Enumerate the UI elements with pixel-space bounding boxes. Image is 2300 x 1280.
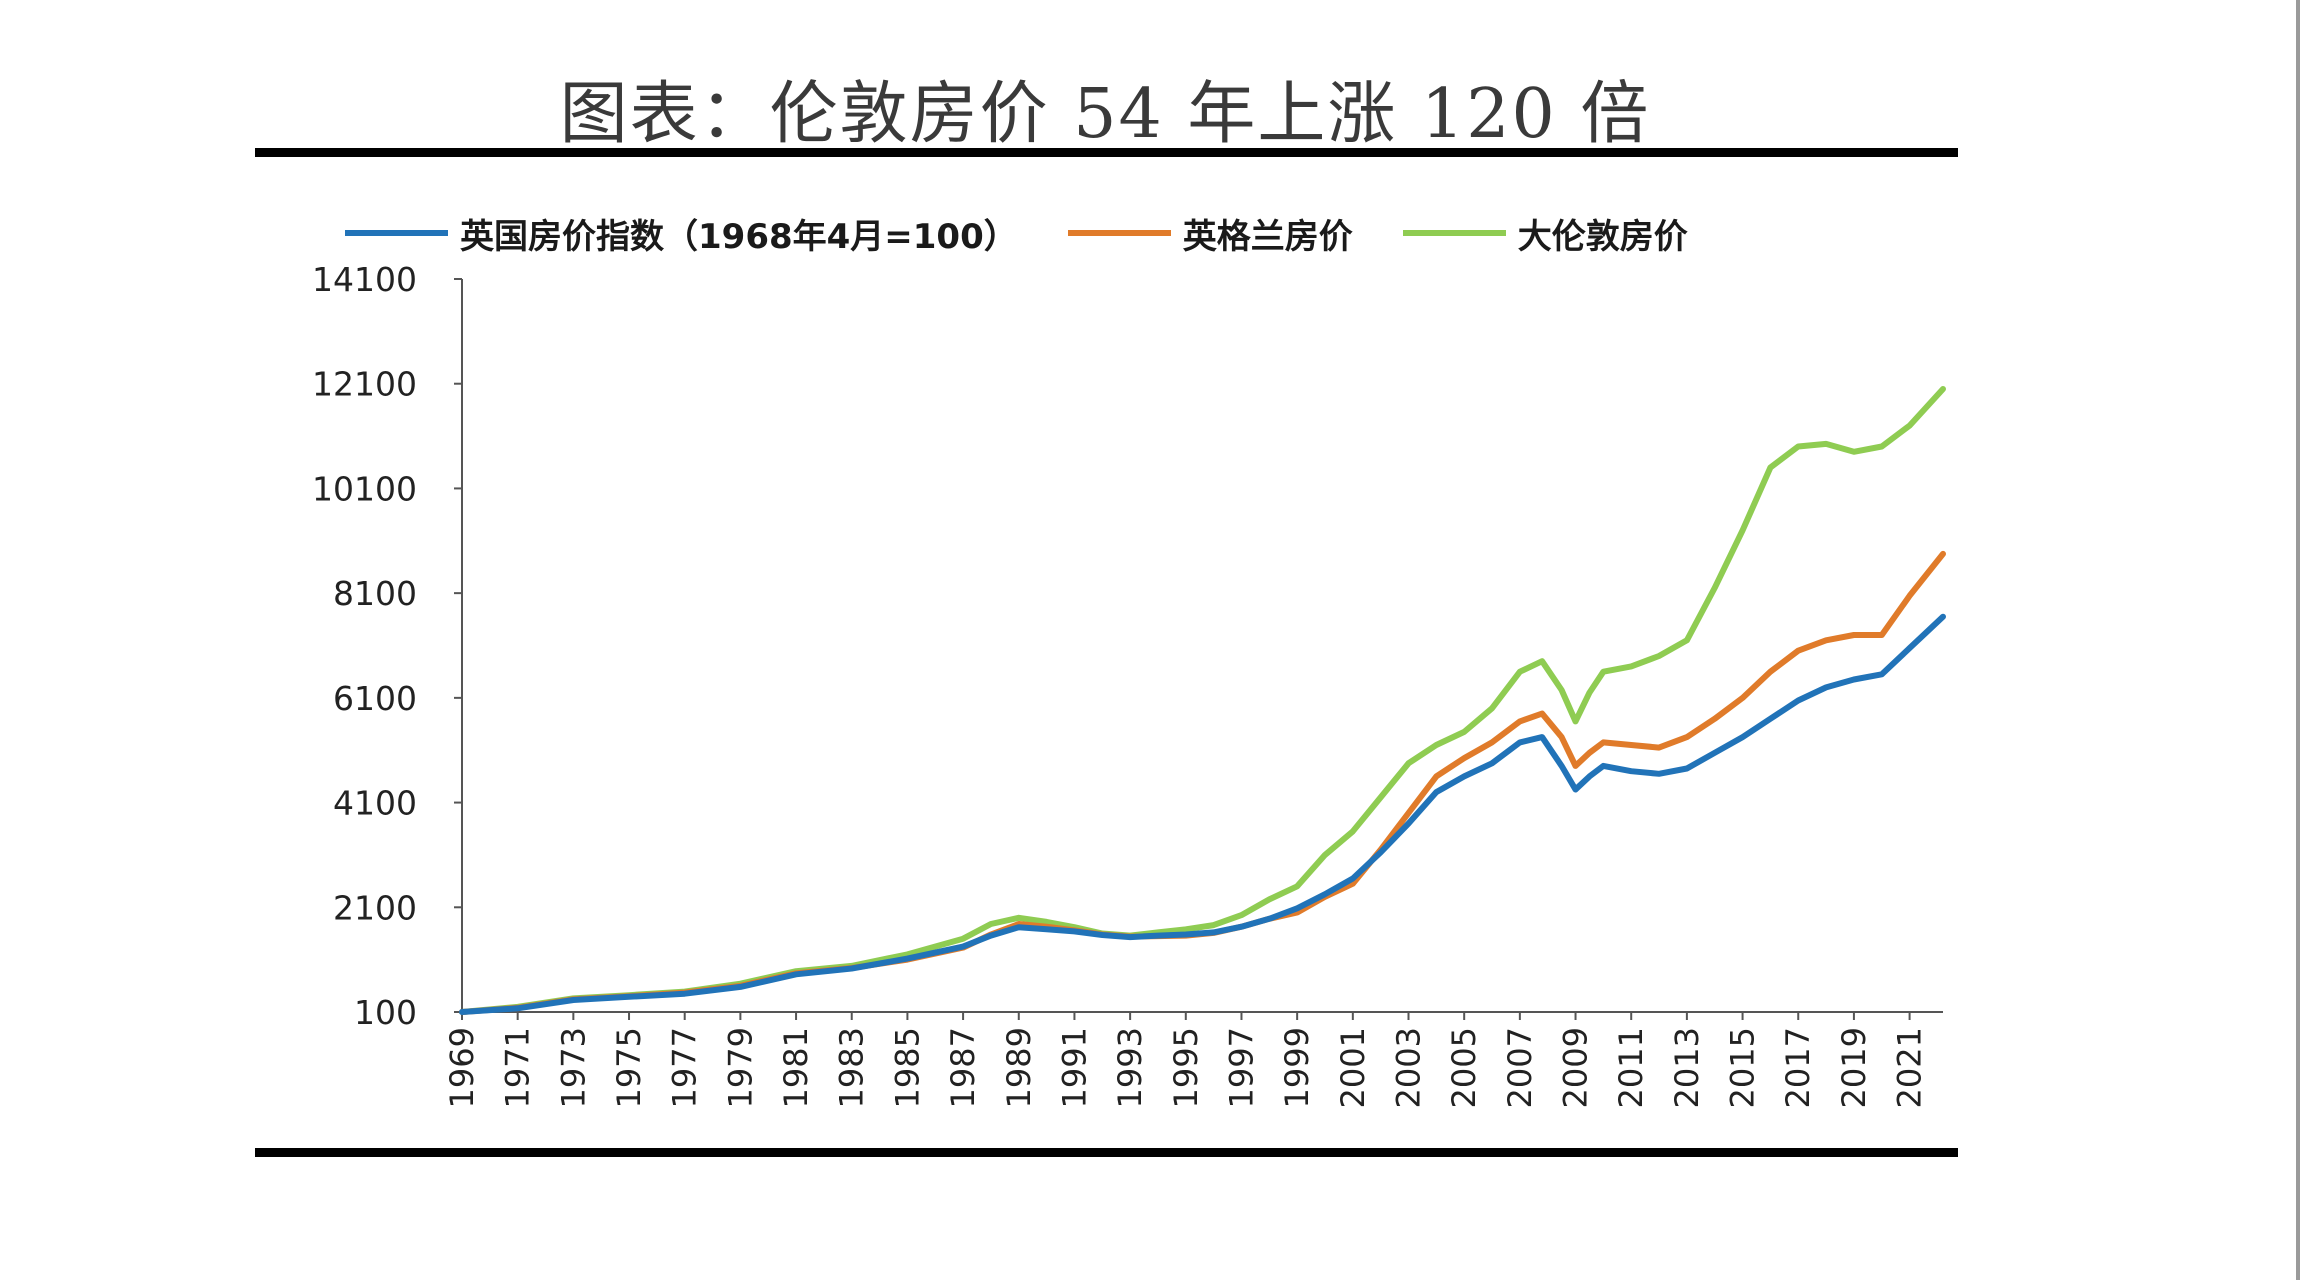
series-line-0 [459,613,1946,1015]
x-tick-label: 1981 [777,1027,815,1108]
legend-swatch-london [1402,230,1506,236]
x-tick-label: 2005 [1445,1027,1483,1108]
legend-label-uk: 英国房价指数（1968年4月=100） [460,216,1018,257]
x-tick-label: 1987 [944,1027,982,1108]
legend-label-england: 英格兰房价 [1182,216,1353,257]
x-tick-label: 1985 [888,1027,926,1108]
x-tick-label: 1979 [721,1027,759,1108]
y-tick-label: 10100 [312,469,417,508]
series-line-2 [459,386,1946,1015]
x-tick-label: 1991 [1055,1027,1093,1108]
x-tick-label: 2013 [1668,1027,1706,1108]
x-tick-label: 2007 [1501,1027,1539,1108]
x-tick-label: 1969 [443,1027,481,1108]
x-tick-label: 1983 [833,1027,871,1108]
y-tick-label: 12100 [312,365,417,404]
x-tick-label: 1993 [1111,1027,1149,1108]
x-tick-label: 1971 [499,1027,537,1108]
series-lines [459,386,1946,1015]
y-tick-label: 4100 [333,784,417,823]
x-tick-label: 2003 [1390,1027,1428,1108]
y-tick-label: 14100 [312,260,417,299]
x-tick-label: 2019 [1835,1027,1873,1108]
x-tick-label: 1975 [610,1027,648,1108]
x-tick-label: 2001 [1334,1027,1372,1108]
legend: 英国房价指数（1968年4月=100） 英格兰房价 大伦敦房价 [345,208,1738,258]
x-tick-label: 2011 [1612,1027,1650,1108]
bottom-rule [255,1148,1958,1157]
top-rule [255,148,1958,157]
y-tick-labels: 100 2100 4100 6100 8100 10100 12100 14100 [312,260,462,1032]
x-tick-label: 1989 [1000,1027,1038,1108]
x-tick-label: 2021 [1891,1027,1929,1108]
y-tick-label: 6100 [333,679,417,718]
legend-item-london: 大伦敦房价 [1402,209,1688,258]
series-line-1 [459,550,1946,1015]
legend-swatch-england [1067,230,1171,236]
y-tick-label: 100 [354,993,417,1032]
x-tick-label: 1977 [666,1027,704,1108]
legend-swatch-uk [345,230,448,236]
legend-item-uk: 英国房价指数（1968年4月=100） [345,209,1018,258]
x-tick-label: 1973 [554,1027,592,1108]
x-tick-labels: 1969 1971 1973 1975 1977 1979 1981 1983 1985 1987… [443,1012,1929,1108]
x-tick-label: 1999 [1278,1027,1316,1108]
chart-title: 图表：伦敦房价 54 年上涨 120 倍 [559,75,1651,154]
x-tick-label: 2015 [1724,1027,1762,1108]
x-tick-label: 2017 [1779,1027,1817,1108]
x-tick-label: 2009 [1557,1027,1595,1108]
window-edge [2296,0,2300,1280]
legend-item-england: 英格兰房价 [1067,209,1353,258]
y-tick-label: 8100 [333,574,417,613]
legend-label-london: 大伦敦房价 [1517,216,1688,257]
y-tick-label: 2100 [333,888,417,927]
x-tick-label: 1995 [1167,1027,1205,1108]
x-tick-label: 1997 [1222,1027,1260,1108]
